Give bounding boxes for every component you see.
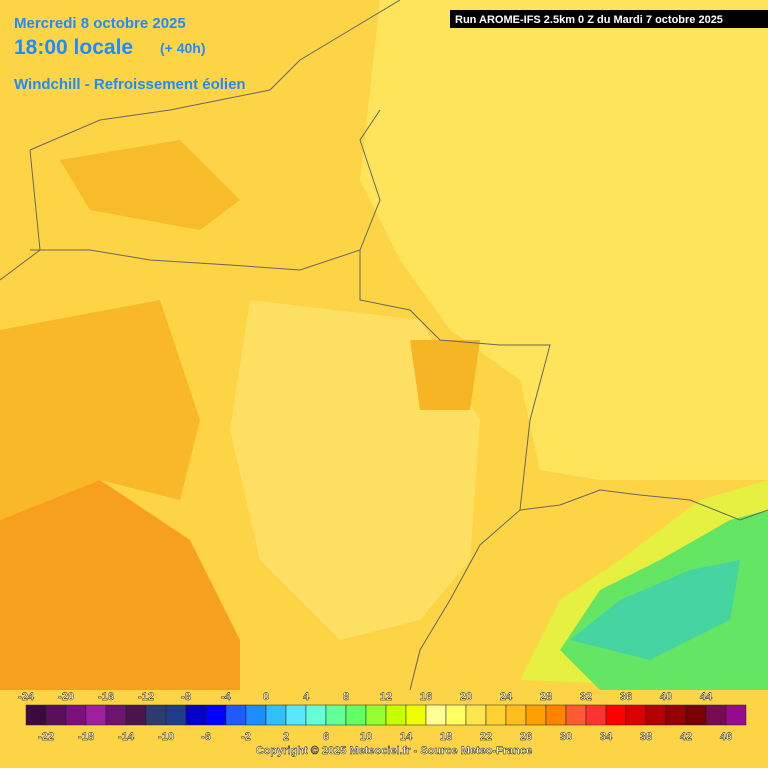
legend-swatch [405,704,427,726]
legend-label: 38 [640,731,652,743]
legend-swatch [225,704,247,726]
legend-label: 20 [460,691,472,703]
alps-zone [570,560,740,660]
lead-label: (+ 40h) [160,40,206,56]
legend-label: 24 [500,691,513,703]
legend-label: 42 [680,731,692,743]
legend-swatch [45,704,67,726]
legend-swatch [105,704,127,726]
legend-swatch [125,704,147,726]
legend-label: -6 [201,731,211,743]
legend-swatch [385,704,407,726]
border [359,250,551,691]
legend-swatch [605,704,627,726]
legend-label: 12 [380,691,392,703]
warm-zone [0,300,200,520]
legend-swatch [65,704,87,726]
legend-swatch [725,704,747,726]
legend-label: 16 [420,691,432,703]
border [30,109,381,271]
warm-zone [60,140,240,230]
legend-label: -10 [158,731,174,743]
legend-label: -12 [138,691,154,703]
legend-label: -22 [38,731,54,743]
legend-label: 2 [283,731,289,743]
legend-label: -20 [58,691,74,703]
border [519,489,768,521]
legend-swatch [345,704,367,726]
legend-swatch [245,704,267,726]
legend-label: -2 [241,731,251,743]
light-zone [360,0,768,480]
legend-swatch [625,704,647,726]
border [0,149,41,281]
legend-label: 10 [360,731,372,743]
legend-swatch [145,704,167,726]
run-label: Run AROME-IFS 2.5km 0 Z du Mardi 7 octob… [455,14,723,26]
legend-swatch [25,704,47,726]
legend-swatch [685,704,707,726]
legend-swatch [205,704,227,726]
legend-swatch [705,704,727,726]
legend-swatch [425,704,447,726]
borders [0,0,768,691]
legend-swatch [305,704,327,726]
legend-label: 32 [580,691,592,703]
legend-swatch [445,704,467,726]
date-label: Mercredi 8 octobre 2025 [14,15,186,32]
parameter-label: Windchill - Refroissement éolien [14,76,246,93]
warm-zone [410,340,480,410]
legend-label: 46 [720,731,732,743]
copyright: Copyright © 2025 Meteociel.fr - Source M… [256,745,532,757]
legend-label: 0 [263,691,269,703]
run-box [450,10,768,28]
legend-label: 6 [323,731,329,743]
legend-swatch [645,704,667,726]
coastline [29,0,401,151]
legend-swatch [285,704,307,726]
legend-swatch [545,704,567,726]
legend-swatch [85,704,107,726]
legend-swatch [465,704,487,726]
legend-swatch [665,704,687,726]
legend-label: 22 [480,731,492,743]
legend-label: 44 [700,691,713,703]
legend-swatch [585,704,607,726]
legend-label: 36 [620,691,632,703]
legend-label: -18 [78,731,94,743]
time-label: 18:00 locale [14,36,133,59]
legend-label: -14 [118,731,135,743]
legend-swatch [485,704,507,726]
legend-swatch [505,704,527,726]
legend-label: 30 [560,731,572,743]
legend-label: 26 [520,731,532,743]
legend-label: 28 [540,691,552,703]
legend-label: 18 [440,731,452,743]
legend-swatch [165,704,187,726]
legend-label: -8 [181,691,191,703]
legend-swatch [365,704,387,726]
legend-label: -4 [221,691,232,703]
legend-label: -16 [98,691,114,703]
legend-label: 8 [343,691,349,703]
legend-label: 40 [660,691,672,703]
legend-label: 14 [400,731,413,743]
legend-swatch [565,704,587,726]
legend-label: -24 [18,691,35,703]
legend-swatch [325,704,347,726]
legend-swatch [185,704,207,726]
legend-label: 4 [303,691,310,703]
legend-swatch [525,704,547,726]
warm-zone [0,480,240,690]
legend-swatch [265,704,287,726]
legend-background [0,690,768,768]
legend-label: 34 [600,731,613,743]
